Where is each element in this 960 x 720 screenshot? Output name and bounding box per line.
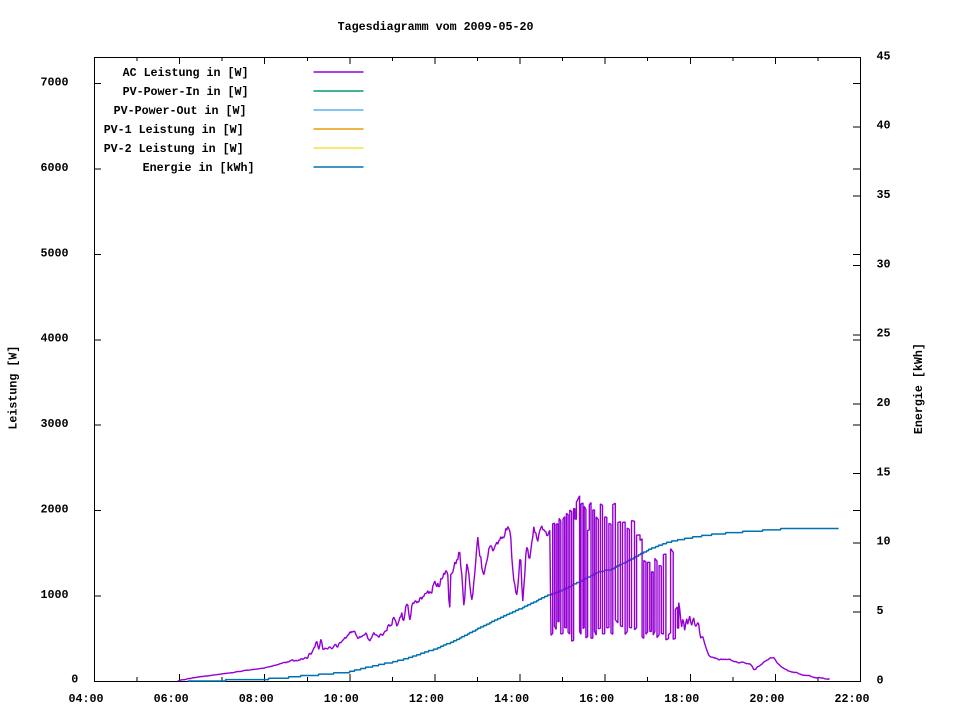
svg-text:PV-Power-In in [W]: PV-Power-In in [W] — [123, 85, 249, 99]
svg-text:0: 0 — [877, 673, 884, 687]
svg-text:5000: 5000 — [41, 246, 69, 260]
svg-text:6000: 6000 — [41, 161, 69, 175]
svg-text:40: 40 — [877, 119, 891, 133]
svg-text:18:00: 18:00 — [664, 692, 699, 706]
svg-text:PV-1 Leistung in [W]: PV-1 Leistung in [W] — [104, 123, 244, 137]
svg-text:20: 20 — [877, 396, 891, 410]
svg-text:1000: 1000 — [41, 588, 69, 602]
svg-text:PV-2 Leistung in [W]: PV-2 Leistung in [W] — [104, 142, 244, 156]
svg-text:14:00: 14:00 — [494, 692, 529, 706]
svg-text:16:00: 16:00 — [579, 692, 614, 706]
svg-text:30: 30 — [877, 257, 891, 271]
svg-text:5: 5 — [877, 604, 884, 618]
svg-text:4000: 4000 — [41, 332, 69, 346]
svg-text:PV-Power-Out in [W]: PV-Power-Out in [W] — [114, 104, 247, 118]
svg-text:2000: 2000 — [41, 503, 69, 517]
svg-text:22:00: 22:00 — [835, 692, 870, 706]
svg-text:10:00: 10:00 — [324, 692, 359, 706]
svg-text:Tagesdiagramm vom 2009-05-20: Tagesdiagramm vom 2009-05-20 — [338, 20, 534, 34]
svg-text:06:00: 06:00 — [154, 692, 189, 706]
svg-text:7000: 7000 — [41, 75, 69, 89]
svg-text:35: 35 — [877, 188, 891, 202]
svg-text:12:00: 12:00 — [409, 692, 444, 706]
svg-text:Leistung [W]: Leistung [W] — [7, 346, 21, 430]
svg-text:15: 15 — [877, 465, 891, 479]
svg-text:45: 45 — [877, 49, 891, 63]
svg-text:25: 25 — [877, 327, 891, 341]
svg-text:08:00: 08:00 — [239, 692, 274, 706]
svg-text:AC Leistung in [W]: AC Leistung in [W] — [123, 66, 249, 80]
svg-text:Energie [kWh]: Energie [kWh] — [912, 343, 926, 434]
svg-text:3000: 3000 — [41, 417, 69, 431]
svg-text:Energie in [kWh]: Energie in [kWh] — [143, 161, 255, 175]
svg-text:20:00: 20:00 — [749, 692, 784, 706]
svg-text:04:00: 04:00 — [69, 692, 104, 706]
svg-text:10: 10 — [877, 535, 891, 549]
svg-text:0: 0 — [71, 673, 78, 687]
